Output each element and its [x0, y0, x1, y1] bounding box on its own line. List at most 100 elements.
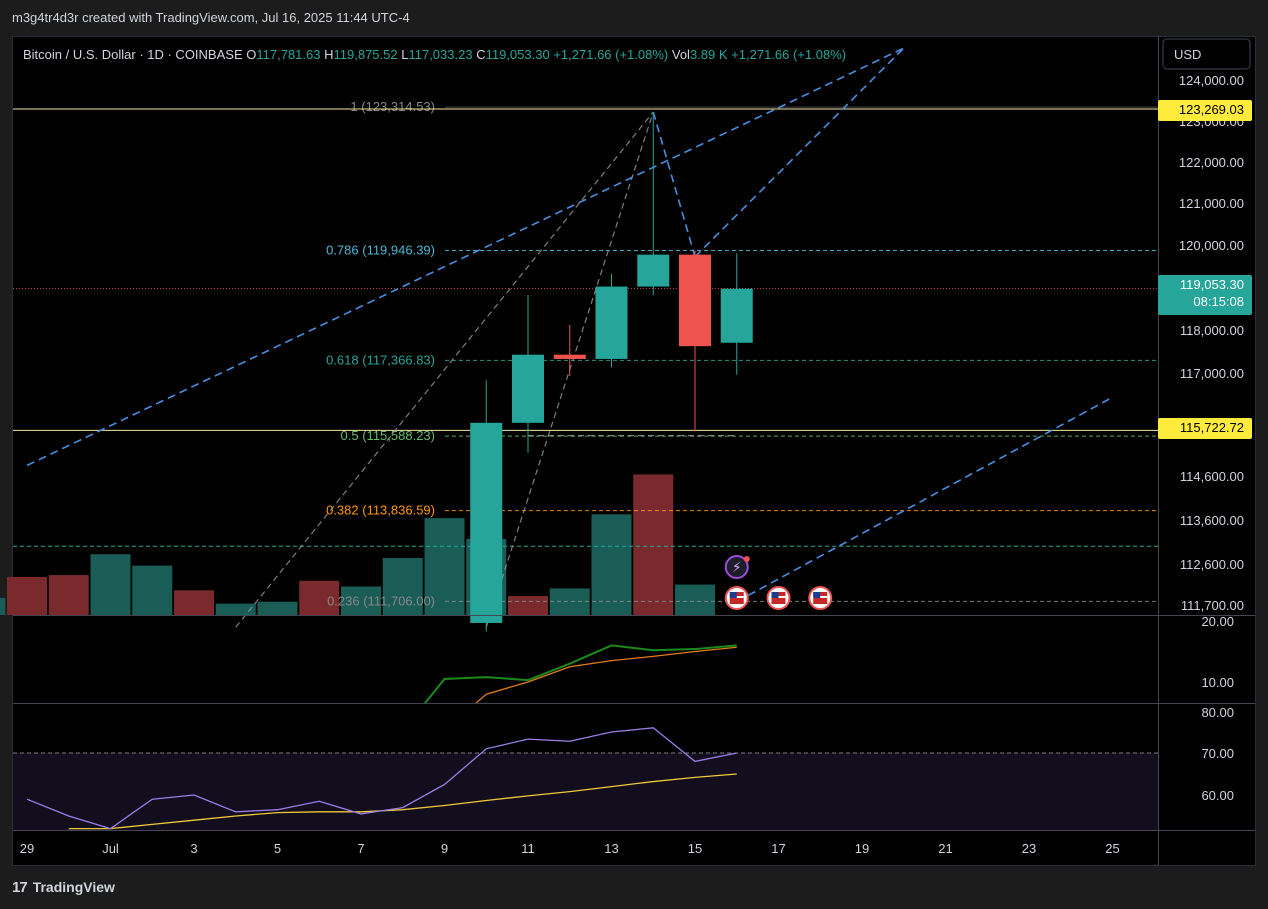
volume-bar	[48, 575, 89, 615]
volume-bar	[174, 590, 214, 615]
candle-body[interactable]	[512, 354, 544, 423]
legend-h-label: H	[324, 47, 333, 62]
trend-line[interactable]	[736, 396, 1113, 603]
volume-bar	[257, 601, 298, 615]
time-axis-tick: 11	[521, 841, 535, 856]
legend-c-value: 119,053.30	[486, 47, 550, 62]
time-axis-tick: 23	[1022, 841, 1036, 856]
volume-bar	[132, 565, 173, 615]
volume-bar	[299, 580, 340, 615]
legend-vol-change: +1,271.66 (+1.08%)	[731, 47, 846, 62]
currency-button[interactable]	[1162, 38, 1251, 70]
chart-caption: m3g4tr4d3r created with TradingView.com,…	[12, 10, 410, 25]
us-flag-canton	[813, 592, 821, 598]
event-dot	[743, 556, 750, 562]
fib-level-label: 0.236 (111,706.00)	[327, 593, 435, 608]
trend-line[interactable]	[694, 47, 905, 258]
adx-axis-tick: 10.00	[1201, 675, 1234, 690]
volume-bar	[215, 603, 256, 615]
rsi-main-line	[26, 727, 737, 830]
price-axis-tick: 111,700.00	[1181, 598, 1244, 613]
candle-body[interactable]	[720, 288, 753, 343]
ohlc-legend: Bitcoin / U.S. Dollar · 1D · COINBASE O1…	[23, 47, 846, 62]
high-price-marker	[1158, 100, 1252, 121]
rsi-axis-tick: 60.00	[1201, 788, 1234, 803]
price-axis-tick: 121,000.00	[1179, 196, 1244, 211]
chart-frame	[12, 36, 1256, 866]
legend-symbol: Bitcoin / U.S. Dollar · 1D · COINBASE	[23, 47, 243, 62]
legend-l-value: 117,033.23	[408, 47, 472, 62]
time-axis-tick: 9	[441, 841, 448, 856]
price-axis-tick: 124,000.00	[1179, 73, 1244, 88]
time-axis-tick: 5	[274, 841, 281, 856]
trend-line[interactable]	[26, 47, 905, 467]
adx-axis-tick: 20.00	[1201, 614, 1234, 629]
time-axis-tick: 13	[604, 841, 618, 856]
low-price-marker	[1158, 418, 1252, 439]
time-axis-tick: 19	[855, 841, 869, 856]
candle-body[interactable]	[553, 354, 586, 359]
tradingview-brand: TradingView	[32, 879, 115, 895]
low-price-marker-text: 115,722.72	[1180, 420, 1244, 435]
time-axis-tick: 7	[357, 841, 364, 856]
bolt-event-icon[interactable]	[724, 555, 749, 579]
time-axis-tick: 25	[1105, 841, 1119, 856]
volume-bar	[633, 474, 674, 615]
volume-bar	[0, 597, 6, 615]
currency-button-label: USD	[1174, 47, 1201, 62]
legend-vol-label: Vol	[672, 47, 690, 62]
time-axis-tick: 15	[688, 841, 702, 856]
adx-main-line	[423, 644, 737, 703]
price-axis-tick: 114,600.00	[1180, 469, 1244, 484]
rsi-band	[13, 753, 1158, 830]
current-price-marker	[1158, 275, 1252, 315]
price-axis-tick: 120,000.00	[1179, 238, 1244, 253]
fib-level-label: 0.618 (117,366.83)	[326, 352, 435, 367]
current-price-marker-text: 08:15:08	[1193, 294, 1244, 309]
tradingview-footer: 17 TradingView	[12, 876, 115, 898]
volume-bar	[549, 588, 590, 615]
legend-h-value: 119,875.52	[334, 47, 398, 62]
legend-o-label: O	[246, 47, 256, 62]
rsi-axis-tick: 70.00	[1201, 746, 1234, 761]
high-price-marker-text: 123,269.03	[1179, 102, 1244, 117]
time-axis-tick: Jul	[102, 841, 119, 856]
bolt-glyph-icon: ⚡	[732, 559, 742, 575]
volume-bar	[341, 586, 381, 615]
price-axis-tick: 122,000.00	[1179, 155, 1244, 170]
candle-body[interactable]	[595, 286, 628, 359]
price-axis-tick: 113,600.00	[1180, 513, 1244, 528]
adx-signal-line	[475, 646, 737, 703]
fib-level-label: 1 (123,314.53)	[350, 99, 435, 114]
price-axis-tick: 112,600.00	[1180, 557, 1244, 572]
trend-line[interactable]	[652, 111, 696, 257]
time-axis-tick: 3	[190, 841, 197, 856]
current-price-marker-text: 119,053.30	[1180, 277, 1244, 292]
volume-bar	[7, 577, 47, 615]
time-axis-tick: 29	[20, 841, 34, 856]
candle-body[interactable]	[470, 422, 503, 623]
candle-body[interactable]	[637, 254, 670, 287]
price-axis-tick: 117,000.00	[1180, 366, 1244, 381]
rsi-axis-tick: 80.00	[1201, 705, 1234, 720]
legend-c-label: C	[476, 47, 485, 62]
volume-bar	[424, 518, 465, 615]
volume-bar	[382, 558, 423, 615]
legend-o-value: 117,781.63	[256, 47, 320, 62]
us-flag-canton	[771, 592, 779, 598]
legend-vol-value: 3.89 K	[690, 47, 728, 62]
time-axis-tick: 21	[938, 841, 952, 856]
legend-change: +1,271.66 (+1.08%)	[553, 47, 668, 62]
helper-trend-line	[235, 111, 654, 628]
legend-l-label: L	[401, 47, 408, 62]
fib-level-label: 0.5 (115,588.23)	[341, 428, 435, 443]
fib-level-label: 0.382 (113,836.59)	[326, 503, 435, 518]
volume-bar	[591, 514, 632, 615]
fib-level-label: 0.786 (119,946.39)	[326, 243, 435, 258]
us-flag-canton	[729, 592, 737, 598]
rsi-signal-line	[68, 773, 737, 830]
time-axis-tick: 17	[771, 841, 785, 856]
candle-body[interactable]	[679, 254, 711, 347]
volume-bar	[675, 584, 715, 615]
